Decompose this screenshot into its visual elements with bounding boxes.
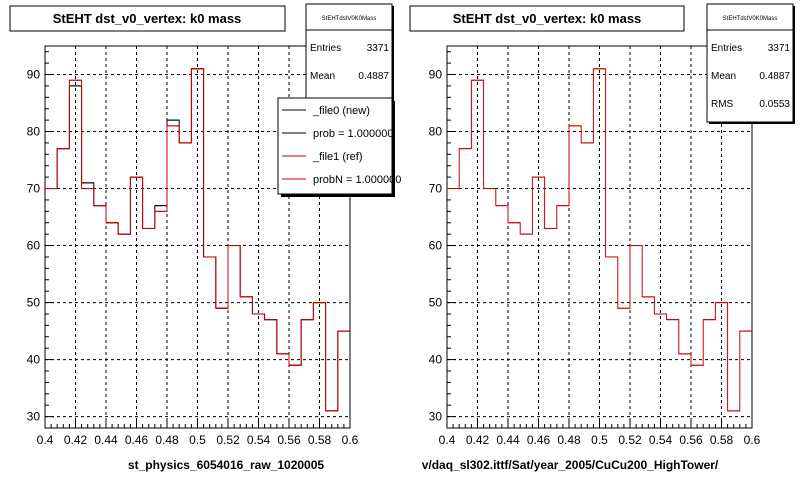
x-tick-label: 0.42: [64, 433, 88, 447]
stats-box-name: StEHTdstV0K0Mass: [723, 16, 778, 22]
stats-label: RMS: [711, 99, 734, 110]
x-tick-label: 0.58: [308, 433, 332, 447]
legend-label: probN = 1.000000: [313, 174, 401, 186]
x-tick-label: 0.6: [342, 433, 359, 447]
x-tick-label: 0.48: [557, 433, 581, 447]
x-tick-label: 0.46: [527, 433, 551, 447]
y-tick-label: 70: [429, 182, 443, 196]
x-tick-label: 0.54: [649, 433, 673, 447]
stats-value: 3371: [768, 43, 791, 54]
stats-box: [706, 3, 794, 123]
x-tick-label: 0.52: [216, 433, 240, 447]
title-box: [9, 5, 286, 32]
legend-label: prob = 1.000000: [313, 128, 393, 140]
x-tick-label: 0.46: [125, 433, 149, 447]
y-tick-label: 90: [27, 68, 41, 82]
stats-label: Mean: [310, 71, 335, 82]
stats-box: [305, 3, 393, 111]
stats-value: 0.4887: [358, 71, 389, 82]
stats-value: 0.0553: [759, 99, 790, 110]
y-tick-label: 70: [27, 182, 41, 196]
x-axis-label: v/daq_sl302.ittf/Sat/year_2005/CuCu200_H…: [422, 458, 719, 472]
x-tick-label: 0.6: [744, 433, 761, 447]
legend-label: _file0 (new): [312, 105, 370, 117]
y-tick-label: 90: [429, 68, 443, 82]
stats-label: Mean: [711, 71, 736, 82]
x-axis-label: st_physics_6054016_raw_1020005: [128, 458, 324, 472]
legend-box: [277, 97, 393, 195]
stats-value: 3371: [367, 43, 390, 54]
histogram-panel-1: 0.4 0.42 0.44 0.46 0.48 0.5 0.52 0.54 0.56 0.58 0.…: [9, 3, 401, 472]
chart-title: StEHT dst_v0_vertex: k0 mass: [53, 11, 242, 26]
x-tick-label: 0.52: [618, 433, 642, 447]
y-tick-label: 80: [27, 125, 41, 139]
x-tick-label: 0.5: [189, 433, 206, 447]
y-tick-label: 60: [27, 239, 41, 253]
y-tick-label: 30: [27, 410, 41, 424]
y-tick-label: 50: [27, 296, 41, 310]
stats-box-name: StEHTdstV0K0Mass: [322, 16, 377, 22]
x-tick-label: 0.4: [37, 433, 54, 447]
stats-label: Entries: [310, 43, 341, 54]
x-tick-label: 0.48: [155, 433, 179, 447]
title-box: [409, 5, 685, 32]
x-tick-label: 0.44: [94, 433, 118, 447]
y-tick-label: 30: [429, 410, 443, 424]
y-tick-label: 60: [429, 239, 443, 253]
x-tick-label: 0.5: [591, 433, 608, 447]
x-tick-label: 0.58: [710, 433, 734, 447]
x-tick-label: 0.56: [679, 433, 703, 447]
histogram-panel-2: 0.4 0.42 0.44 0.46 0.48 0.5 0.52 0.54 0.56 0.58 0.…: [409, 3, 795, 472]
x-tick-label: 0.42: [466, 433, 490, 447]
legend-label: _file1 (ref): [312, 151, 363, 163]
x-tick-label: 0.4: [439, 433, 456, 447]
stats-label: Entries: [711, 43, 742, 54]
y-tick-label: 80: [429, 125, 443, 139]
x-tick-label: 0.54: [247, 433, 271, 447]
y-tick-label: 50: [429, 296, 443, 310]
y-tick-label: 40: [429, 353, 443, 367]
y-tick-label: 40: [27, 353, 41, 367]
x-tick-label: 0.56: [277, 433, 301, 447]
stats-value: 0.4887: [759, 71, 790, 82]
x-tick-label: 0.44: [496, 433, 520, 447]
chart-title: StEHT dst_v0_vertex: k0 mass: [453, 11, 642, 26]
